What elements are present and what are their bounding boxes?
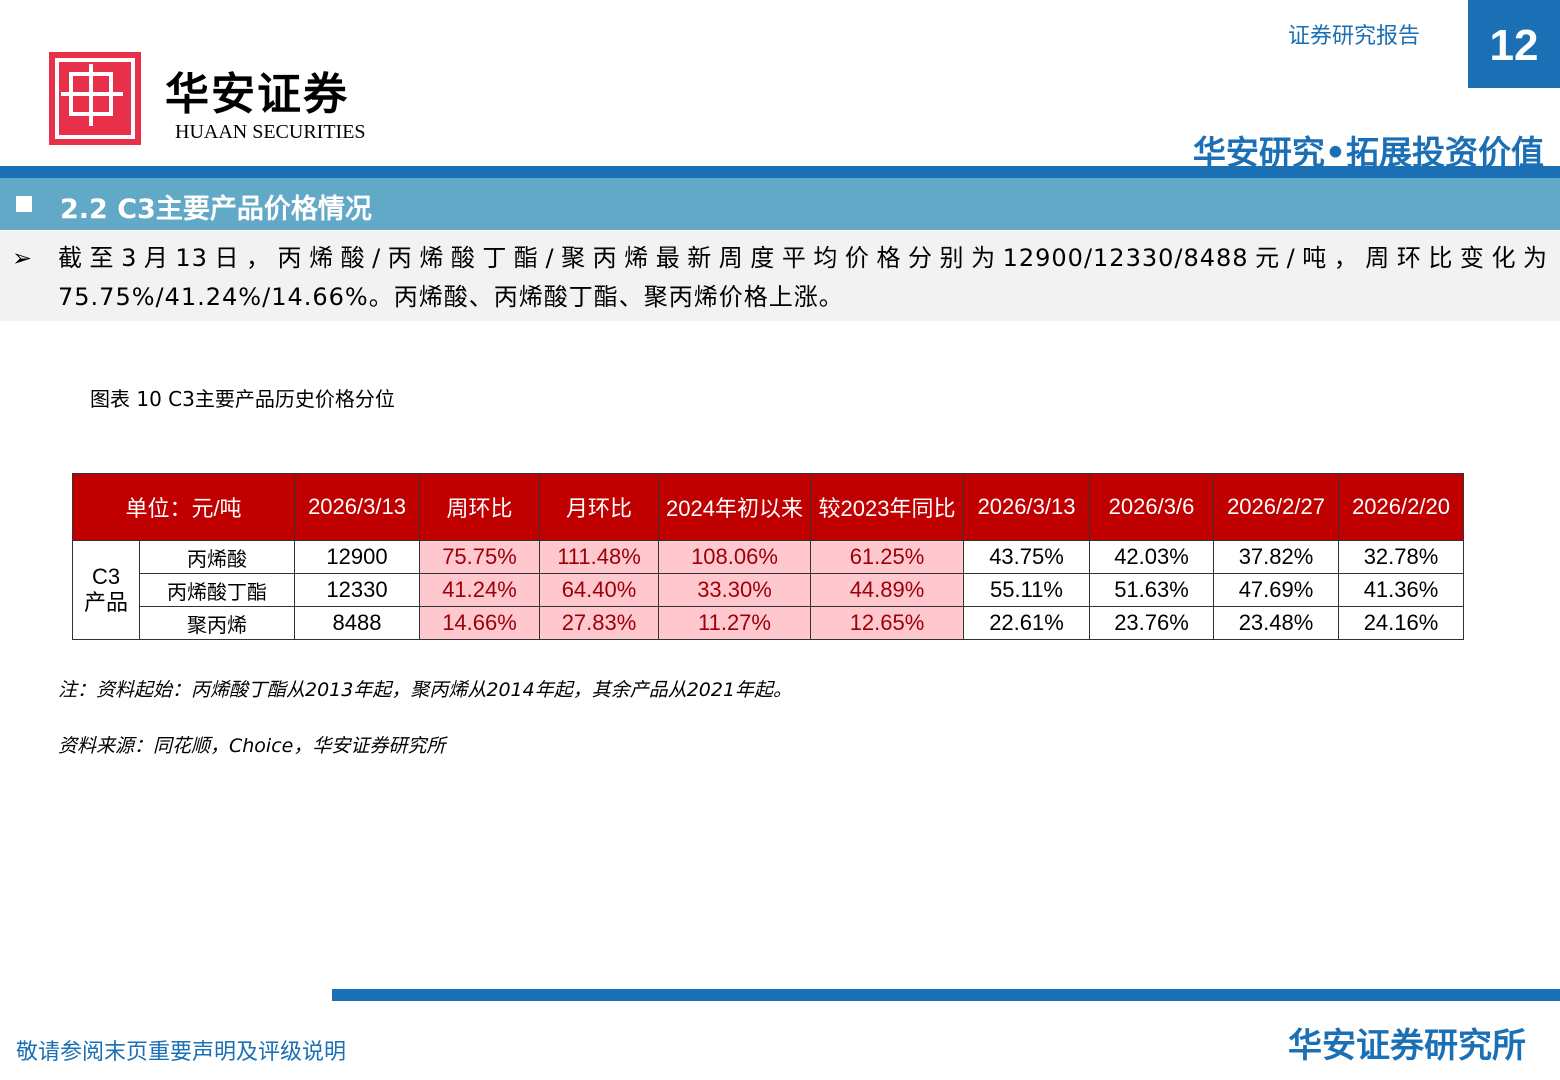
table-cell: 61.25% — [810, 540, 964, 574]
divider — [0, 166, 1560, 178]
figure-title: 图表 10 C3主要产品历史价格分位 — [90, 387, 395, 411]
table-cell: 11.27% — [658, 606, 811, 640]
column-header: 2026/2/20 — [1338, 473, 1464, 541]
table-cell: 51.63% — [1089, 573, 1214, 607]
logo-text-cn: 华安证券 — [165, 69, 349, 120]
table-cell: 14.66% — [419, 606, 540, 640]
table-cell: 12900 — [294, 540, 420, 574]
table-cell: 22.61% — [963, 606, 1090, 640]
column-header: 2026/2/27 — [1213, 473, 1339, 541]
column-header: 单位：元/吨 — [72, 473, 295, 541]
column-header: 2026/3/13 — [963, 473, 1090, 541]
product-name: 丙烯酸丁酯 — [139, 573, 295, 607]
table-cell: 8488 — [294, 606, 420, 640]
table-cell: 111.48% — [539, 540, 659, 574]
table-cell: 44.89% — [810, 573, 964, 607]
section-title: 2.2 C3主要产品价格情况 — [60, 194, 372, 225]
table-row: 聚丙烯 8488 14.66% 27.83% 11.27% 12.65% 22.61% 23.… — [73, 606, 1464, 640]
product-name: 丙烯酸 — [139, 540, 295, 574]
page-number: 12 — [1468, 0, 1560, 88]
table-note: 注：资料起始：丙烯酸丁酯从2013年起，聚丙烯从2014年起，其余产品从2021… — [58, 679, 793, 701]
table-cell: 33.30% — [658, 573, 811, 607]
table-row: 丙烯酸丁酯 12330 41.24% 64.40% 33.30% 44.89% 55.11%… — [73, 573, 1464, 607]
table-cell: 108.06% — [658, 540, 811, 574]
arrow-bullet-icon: ➢ — [12, 244, 33, 272]
table-cell: 12330 — [294, 573, 420, 607]
table-cell: 42.03% — [1089, 540, 1214, 574]
table-cell: 23.76% — [1089, 606, 1214, 640]
table-cell: 41.24% — [419, 573, 540, 607]
column-header: 2024年初以来 — [658, 473, 811, 541]
table-cell: 32.78% — [1338, 540, 1464, 574]
table-cell: 23.48% — [1213, 606, 1339, 640]
column-header: 较2023年同比 — [810, 473, 964, 541]
table-row: C3产品 丙烯酸 12900 75.75% 111.48% 108.06% 61.25% 43… — [72, 540, 1464, 640]
divider — [332, 989, 1560, 1001]
logo-text-en: HUAAN SECURITIES — [175, 121, 366, 143]
column-header: 周环比 — [419, 473, 540, 541]
slogan: 华安研究•拓展投资价值 — [1192, 133, 1544, 172]
data-source: 资料来源：同花顺，Choice，华安证券研究所 — [58, 735, 446, 757]
table-cell: 75.75% — [419, 540, 540, 574]
table-cell: 64.40% — [539, 573, 659, 607]
logo-mark — [49, 52, 141, 145]
table-cell: 24.16% — [1338, 606, 1464, 640]
report-type: 证券研究报告 — [1288, 24, 1421, 49]
square-bullet-icon — [16, 196, 32, 212]
section-header: 2.2 C3主要产品价格情况 — [0, 178, 1560, 230]
table-cell: 37.82% — [1213, 540, 1339, 574]
row-group-label: C3产品 — [83, 564, 128, 615]
summary-text: 截至3月13日，丙烯酸/丙烯酸丁酯/聚丙烯最新周度平均价格分别为12900/12… — [58, 244, 1548, 311]
table-cell: 55.11% — [963, 573, 1090, 607]
table-cell: 47.69% — [1213, 573, 1339, 607]
column-header: 月环比 — [539, 473, 659, 541]
product-name: 聚丙烯 — [139, 606, 295, 640]
footer-brand: 华安证券研究所 — [1288, 1026, 1526, 1066]
table-cell: 12.65% — [810, 606, 964, 640]
summary-box: ➢ 截至3月13日，丙烯酸/丙烯酸丁酯/聚丙烯最新周度平均价格分别为12900/… — [0, 231, 1560, 321]
table-header-row: 单位：元/吨 2026/3/13 周环比 月环比 2024年初以来 较2023年… — [72, 473, 1464, 541]
table-cell: 41.36% — [1338, 573, 1464, 607]
row-group-cell: C3产品 — [72, 540, 140, 640]
price-percentile-table: 单位：元/吨 2026/3/13 周环比 月环比 2024年初以来 较2023年… — [72, 473, 1464, 640]
column-header: 2026/3/13 — [294, 473, 420, 541]
disclaimer-link: 敬请参阅末页重要声明及评级说明 — [16, 1040, 347, 1065]
table-cell: 43.75% — [963, 540, 1090, 574]
column-header: 2026/3/6 — [1089, 473, 1214, 541]
table-cell: 27.83% — [539, 606, 659, 640]
